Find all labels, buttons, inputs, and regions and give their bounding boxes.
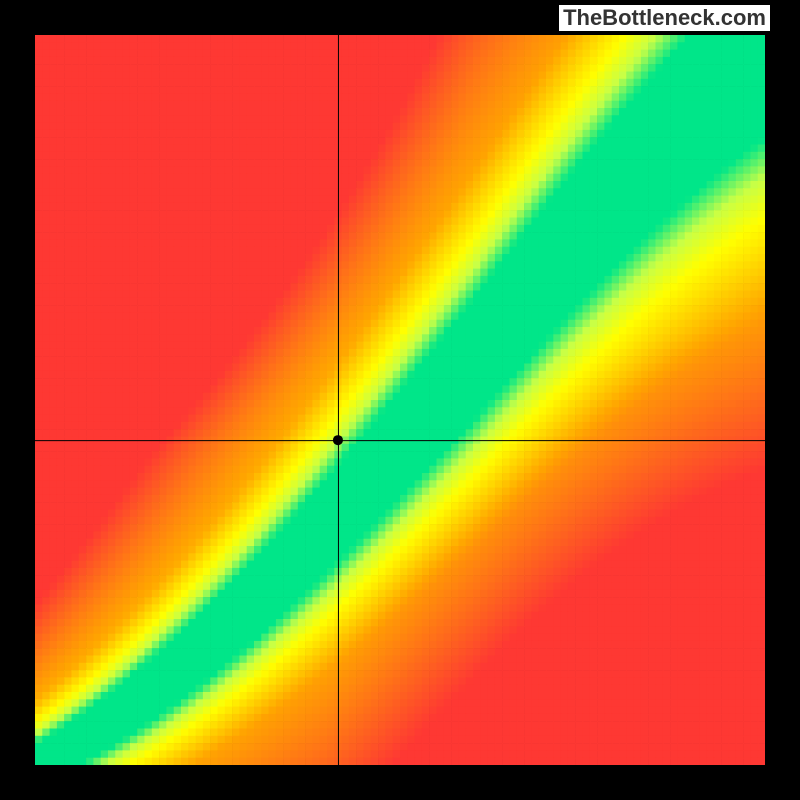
- chart-area: [35, 35, 765, 765]
- heatmap-canvas: [35, 35, 765, 765]
- outer-frame: TheBottleneck.com: [0, 0, 800, 800]
- site-watermark: TheBottleneck.com: [559, 5, 770, 31]
